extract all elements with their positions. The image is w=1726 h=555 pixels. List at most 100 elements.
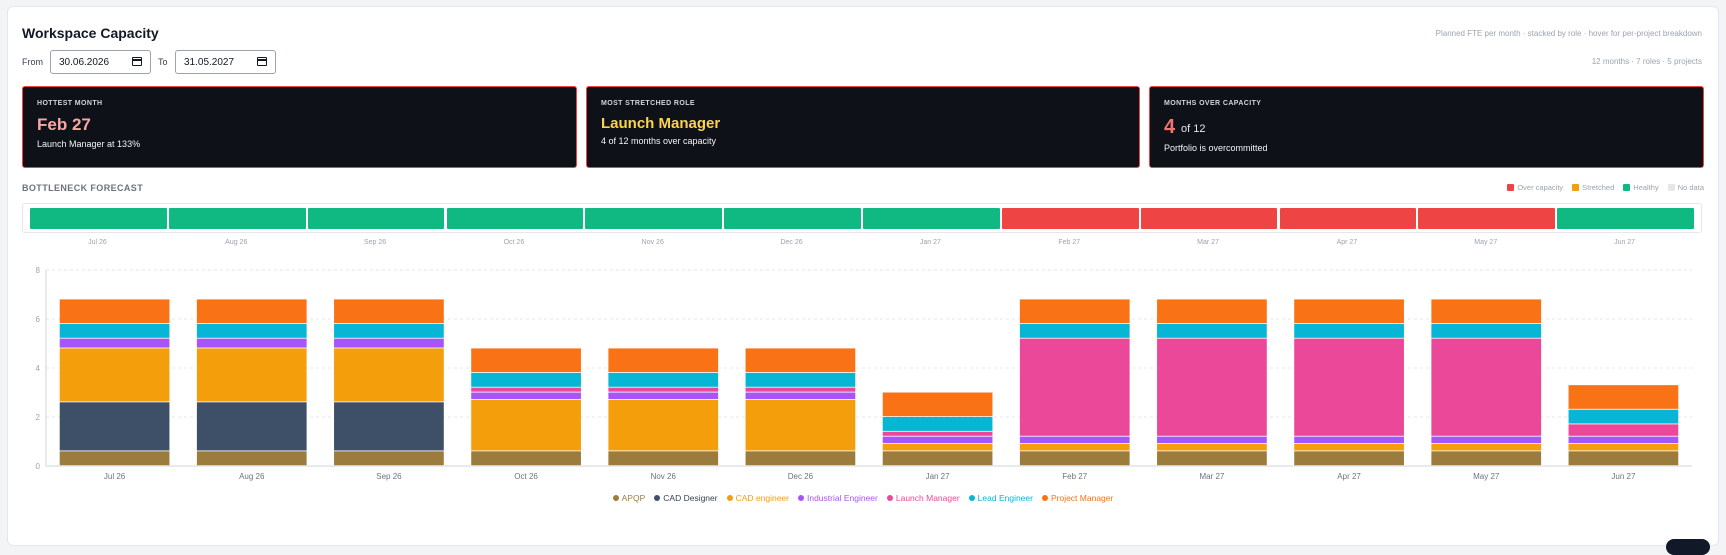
bar-segment[interactable] (1157, 299, 1267, 324)
bar-segment[interactable] (196, 338, 307, 348)
bar-segment[interactable] (1294, 451, 1404, 466)
bar-segment[interactable] (608, 451, 719, 466)
bar-segment[interactable] (471, 348, 581, 373)
bar-segment[interactable] (745, 387, 856, 392)
bar-segment[interactable] (471, 392, 581, 400)
to-date-input[interactable]: 31.05.2027 (175, 50, 276, 74)
bar-segment[interactable] (1157, 443, 1267, 451)
legend-label: Project Manager (1050, 493, 1114, 503)
bar-segment[interactable] (196, 299, 307, 324)
forecast-cell[interactable] (863, 208, 1000, 229)
forecast-cell[interactable] (307, 208, 445, 229)
bar-segment[interactable] (1431, 338, 1542, 436)
bar-segment[interactable] (882, 417, 993, 431)
forecast-cell[interactable] (446, 208, 584, 229)
bar-segment[interactable] (471, 372, 581, 387)
forecast-cell[interactable] (1140, 208, 1278, 229)
bar-segment[interactable] (1431, 299, 1542, 324)
bar-segment[interactable] (196, 451, 307, 466)
bar-segment[interactable] (1568, 443, 1679, 451)
x-tick-label: Jan 27 (926, 472, 951, 481)
bar-segment[interactable] (1157, 338, 1267, 436)
bar-segment[interactable] (59, 338, 170, 348)
bar-segment[interactable] (1294, 338, 1404, 436)
bar-segment[interactable] (1019, 443, 1130, 451)
bar-segment[interactable] (608, 372, 719, 387)
bar-segment[interactable] (334, 338, 444, 348)
bar-segment[interactable] (59, 299, 170, 324)
bar-segment[interactable] (1431, 451, 1542, 466)
legend-item[interactable]: CAD Designer (654, 493, 718, 503)
bar-segment[interactable] (59, 451, 170, 466)
calendar-icon[interactable] (257, 57, 267, 66)
y-tick-label: 8 (36, 266, 41, 275)
forecast-cell[interactable] (724, 208, 861, 229)
forecast-cell[interactable] (168, 208, 306, 229)
forecast-month-label: Feb 27 (1058, 239, 1081, 246)
bar-segment[interactable] (882, 436, 993, 444)
bar-segment[interactable] (196, 402, 307, 451)
forecast-cell[interactable] (30, 208, 167, 229)
bar-segment[interactable] (471, 387, 581, 392)
bar-segment[interactable] (1157, 436, 1267, 444)
bar-segment[interactable] (745, 348, 856, 373)
from-date-input[interactable]: 30.06.2026 (50, 50, 151, 74)
bar-segment[interactable] (745, 392, 856, 400)
bar-segment[interactable] (608, 348, 719, 373)
legend-item[interactable]: Launch Manager (886, 493, 960, 503)
bar-segment[interactable] (608, 392, 719, 400)
bar-segment[interactable] (608, 387, 719, 392)
bar-segment[interactable] (1568, 424, 1679, 436)
bar-segment[interactable] (334, 402, 444, 451)
bar-segment[interactable] (1568, 451, 1679, 466)
forecast-cell[interactable] (1557, 208, 1694, 229)
forecast-cell[interactable] (1418, 208, 1556, 229)
bar-segment[interactable] (882, 392, 993, 417)
bar-segment[interactable] (334, 299, 444, 324)
bar-segment[interactable] (1568, 409, 1679, 424)
legend-item[interactable]: Industrial Engineer (797, 493, 878, 503)
bar-segment[interactable] (1019, 451, 1130, 466)
bar-segment[interactable] (196, 348, 307, 402)
bar-segment[interactable] (334, 451, 444, 466)
bar-segment[interactable] (1294, 323, 1404, 338)
bar-segment[interactable] (59, 348, 170, 402)
forecast-cell[interactable] (585, 208, 723, 229)
bar-segment[interactable] (59, 323, 170, 338)
bar-segment[interactable] (59, 402, 170, 451)
bar-segment[interactable] (1568, 385, 1679, 409)
help-chip[interactable] (1666, 539, 1710, 555)
bar-segment[interactable] (1431, 436, 1542, 444)
bar-segment[interactable] (1019, 323, 1130, 338)
bar-segment[interactable] (882, 431, 993, 436)
bar-segment[interactable] (882, 451, 993, 466)
bar-segment[interactable] (1294, 299, 1404, 324)
bar-segment[interactable] (1157, 323, 1267, 338)
bar-segment[interactable] (471, 451, 581, 466)
legend-item[interactable]: APQP (612, 493, 645, 503)
forecast-cell[interactable] (1279, 208, 1417, 229)
legend-item[interactable]: CAD engineer (726, 493, 789, 503)
legend-item[interactable]: Project Manager (1041, 493, 1114, 503)
bar-segment[interactable] (608, 399, 719, 451)
bar-segment[interactable] (745, 451, 856, 466)
bar-segment[interactable] (1157, 451, 1267, 466)
forecast-cell[interactable] (1001, 208, 1139, 229)
bar-segment[interactable] (334, 323, 444, 338)
bar-segment[interactable] (1294, 443, 1404, 451)
bar-segment[interactable] (471, 399, 581, 451)
bar-segment[interactable] (334, 348, 444, 402)
bar-segment[interactable] (882, 443, 993, 451)
bar-segment[interactable] (196, 323, 307, 338)
bar-segment[interactable] (1019, 436, 1130, 444)
bar-segment[interactable] (745, 372, 856, 387)
bar-segment[interactable] (1294, 436, 1404, 444)
calendar-icon[interactable] (132, 57, 142, 66)
bar-segment[interactable] (1431, 323, 1542, 338)
bar-segment[interactable] (1019, 299, 1130, 324)
bar-segment[interactable] (1568, 436, 1679, 444)
bar-segment[interactable] (1019, 338, 1130, 436)
legend-item[interactable]: Lead Engineer (968, 493, 1033, 503)
bar-segment[interactable] (745, 399, 856, 451)
bar-segment[interactable] (1431, 443, 1542, 451)
